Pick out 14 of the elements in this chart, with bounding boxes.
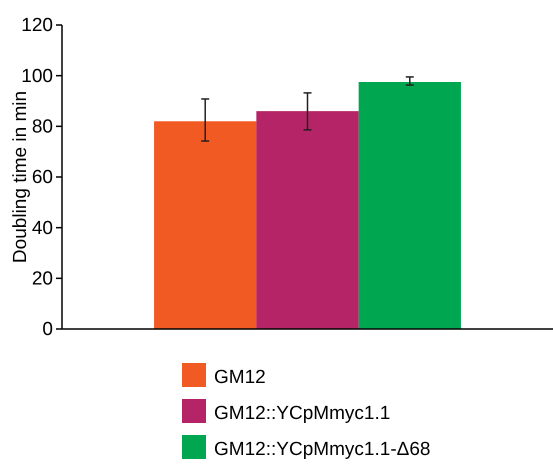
y-tick-label: 120 [21, 15, 53, 36]
y-tick-label: 100 [21, 66, 53, 87]
y-tick-label: 40 [32, 218, 53, 239]
legend-label: GM12 [214, 367, 266, 388]
y-axis-title: Doubling time in min [10, 90, 31, 264]
bar [358, 82, 461, 329]
y-tick-label: 60 [32, 167, 53, 188]
bar [256, 111, 359, 329]
bar [154, 121, 256, 329]
y-tick-label: 20 [32, 268, 53, 290]
legend-label: GM12::YCpMmyc1.1 [214, 403, 390, 424]
y-tick-label: 0 [42, 319, 53, 340]
y-tick-label: 80 [32, 116, 53, 138]
legend-label: GM12::YCpMmyc1.1-Δ68 [214, 439, 430, 460]
